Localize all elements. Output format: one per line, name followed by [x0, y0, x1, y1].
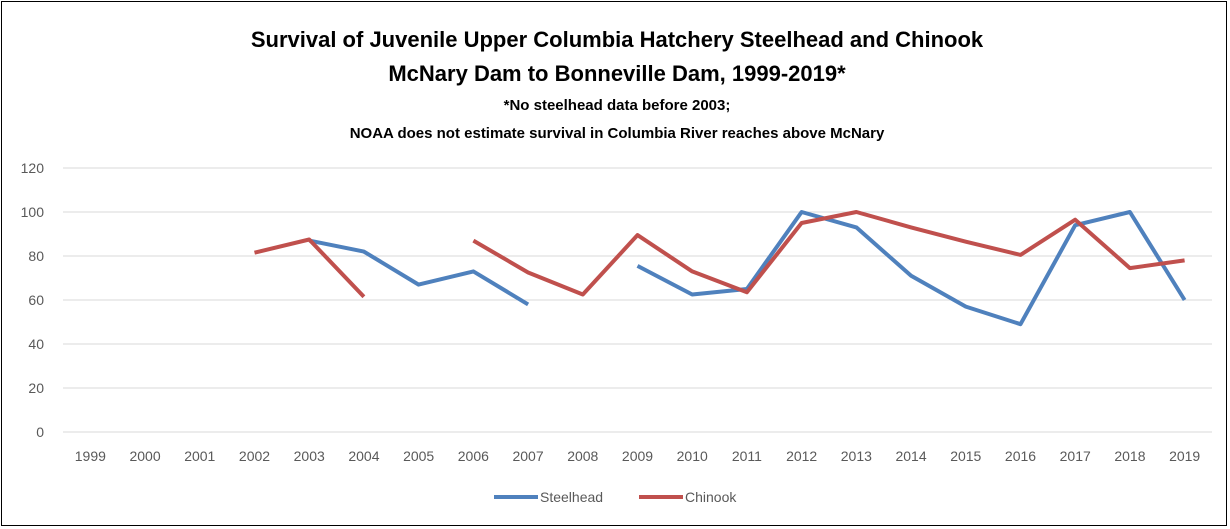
legend: Steelhead Chinook	[494, 489, 737, 505]
x-tick-label: 2001	[184, 448, 215, 464]
gridlines	[63, 167, 1212, 433]
x-tick-label: 2010	[677, 448, 708, 464]
x-tick-label: 2002	[239, 448, 270, 464]
y-axis-ticks: 0 20 40 60 80 100 120	[21, 160, 45, 440]
series-lines	[254, 210, 1187, 327]
x-tick-label: 2013	[841, 448, 872, 464]
chart-title-line2: McNary Dam to Bonneville Dam, 1999-2019*	[388, 61, 846, 86]
x-tick-label: 2007	[512, 448, 543, 464]
x-tick-label: 2003	[294, 448, 325, 464]
y-tick-label: 20	[28, 380, 44, 396]
chart-title: Survival of Juvenile Upper Columbia Hatc…	[251, 27, 984, 52]
chart-subtitle: *No steelhead data before 2003;	[504, 97, 731, 114]
y-tick-label: 60	[28, 292, 44, 308]
x-tick-label: 2005	[403, 448, 434, 464]
x-tick-label: 2019	[1169, 448, 1200, 464]
legend-label-chinook: Chinook	[685, 489, 737, 505]
y-tick-label: 120	[21, 160, 45, 176]
x-tick-label: 2000	[129, 448, 160, 464]
series-line-chinook	[472, 210, 1185, 297]
series-line-steelhead	[308, 238, 530, 307]
x-axis-ticks: 1999 2000 2001 2002 2003 2004 2005 2006 2007 2008…	[75, 448, 1201, 464]
series-line-chinook	[254, 237, 366, 299]
y-tick-label: 40	[28, 336, 44, 352]
x-tick-label: 1999	[75, 448, 106, 464]
x-tick-label: 2015	[950, 448, 981, 464]
y-tick-label: 80	[28, 248, 44, 264]
x-tick-label: 2017	[1060, 448, 1091, 464]
y-tick-label: 100	[21, 204, 45, 220]
x-tick-label: 2016	[1005, 448, 1036, 464]
x-tick-label: 2006	[458, 448, 489, 464]
chart-subtitle-line2: NOAA does not estimate survival in Colum…	[350, 125, 885, 142]
legend-label-steelhead: Steelhead	[540, 489, 603, 505]
x-tick-label: 2012	[786, 448, 817, 464]
x-tick-label: 2008	[567, 448, 598, 464]
x-tick-label: 2009	[622, 448, 653, 464]
x-tick-label: 2004	[348, 448, 379, 464]
y-tick-label: 0	[36, 424, 44, 440]
x-tick-label: 2018	[1114, 448, 1145, 464]
x-tick-label: 2011	[732, 448, 762, 464]
x-tick-label: 2014	[895, 448, 926, 464]
series-line-steelhead	[636, 210, 1187, 327]
